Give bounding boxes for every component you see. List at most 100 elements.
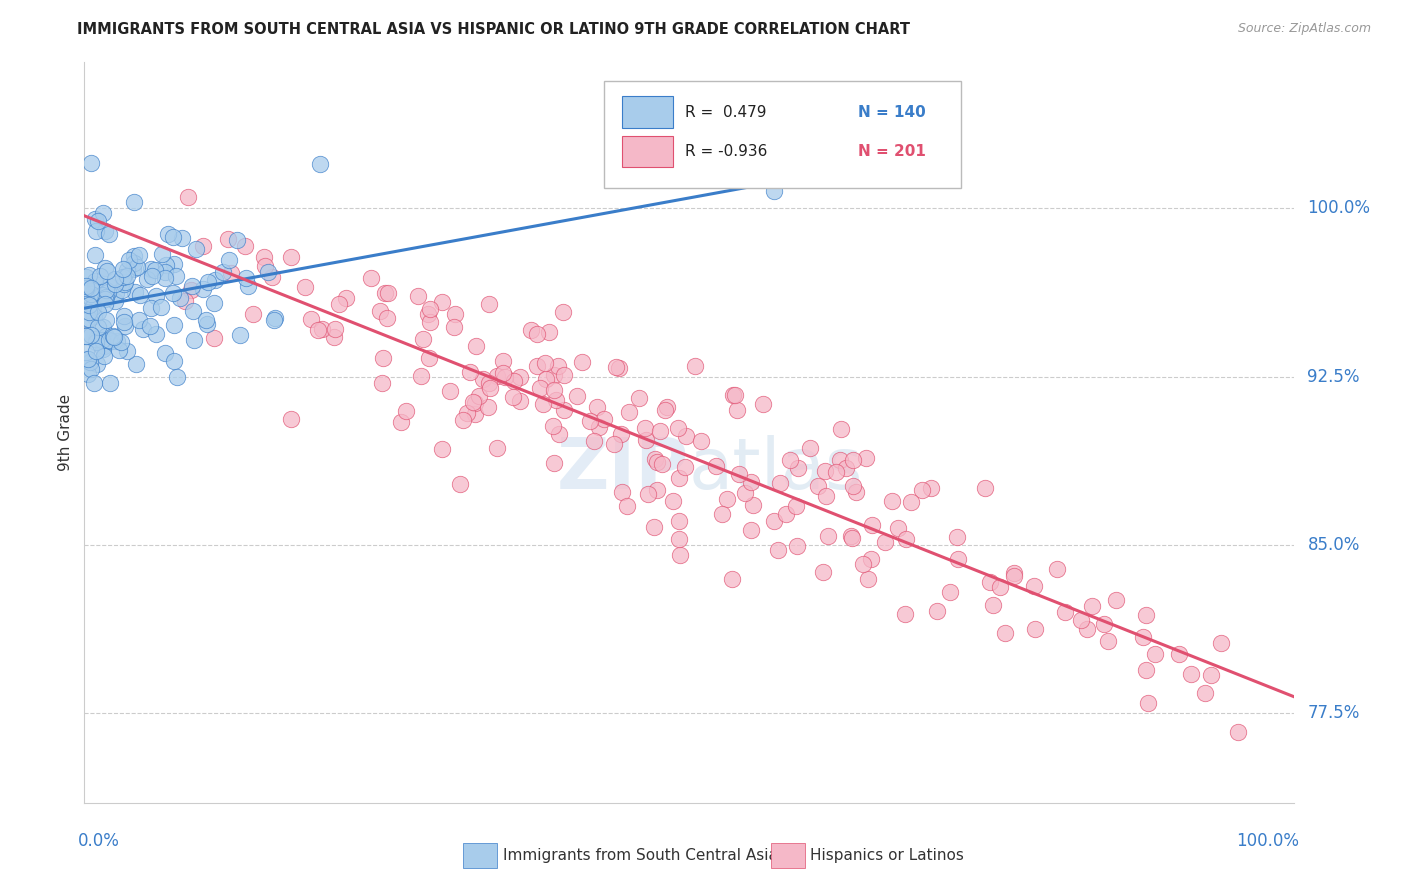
Point [1004, 566, 1026, 580]
Point [294, 280, 316, 294]
Point [93, 224, 115, 238]
Point [486, 441, 509, 455]
Point [637, 487, 659, 501]
Point [80, 291, 103, 305]
Point [610, 426, 633, 441]
Point [408, 289, 430, 303]
Point [114, 319, 136, 334]
Point [860, 518, 883, 533]
Point [1144, 647, 1167, 661]
Point [911, 483, 934, 498]
Point [645, 483, 668, 497]
Point [89, 269, 111, 284]
Point [86, 332, 108, 346]
Point [817, 529, 839, 543]
Point [360, 271, 382, 285]
Point [628, 392, 651, 406]
Point [91, 206, 114, 220]
Point [145, 289, 167, 303]
Point [409, 368, 432, 383]
Point [104, 293, 127, 308]
Point [98, 376, 121, 390]
Point [464, 396, 486, 410]
Point [546, 392, 568, 407]
Point [1076, 623, 1098, 637]
Point [104, 285, 127, 300]
Point [582, 434, 605, 449]
Point [1199, 667, 1222, 681]
Text: R =  0.479: R = 0.479 [685, 104, 766, 120]
Point [127, 260, 149, 274]
Point [734, 486, 756, 500]
Point [118, 252, 141, 267]
Text: Source: ZipAtlas.com: Source: ZipAtlas.com [1237, 22, 1371, 36]
Point [547, 359, 569, 373]
Point [1002, 569, 1025, 583]
Point [537, 325, 560, 339]
Point [108, 343, 131, 358]
Point [607, 360, 630, 375]
Point [145, 327, 167, 342]
Point [654, 402, 676, 417]
Point [375, 311, 398, 326]
Point [1194, 686, 1216, 700]
Text: N = 201: N = 201 [858, 144, 927, 159]
Point [93, 349, 115, 363]
Point [531, 397, 554, 411]
Point [153, 265, 176, 279]
Point [79, 355, 101, 369]
Point [900, 495, 922, 509]
Text: 100.0%: 100.0% [1308, 199, 1371, 218]
Point [882, 494, 904, 508]
Point [647, 455, 669, 469]
Point [226, 233, 249, 247]
Point [509, 370, 531, 384]
Point [533, 357, 555, 371]
Point [136, 272, 159, 286]
Point [87, 305, 110, 319]
Point [543, 368, 565, 383]
Point [855, 451, 877, 466]
Point [94, 284, 117, 298]
Point [112, 310, 135, 324]
Point [925, 604, 948, 618]
Point [1226, 725, 1249, 739]
Point [1136, 696, 1159, 710]
Point [122, 262, 145, 277]
Point [740, 475, 762, 490]
Point [90, 288, 112, 302]
Point [94, 329, 117, 343]
Point [75, 328, 97, 343]
Point [979, 575, 1001, 590]
Point [571, 355, 593, 369]
Point [117, 343, 139, 358]
Point [323, 330, 346, 344]
Point [766, 542, 789, 557]
Point [786, 540, 808, 554]
Point [593, 412, 616, 426]
Point [887, 521, 910, 535]
Point [93, 292, 115, 306]
Point [662, 493, 685, 508]
Point [128, 248, 150, 262]
Point [77, 298, 100, 312]
Point [217, 232, 239, 246]
Point [150, 247, 173, 261]
Point [1135, 607, 1157, 622]
Point [492, 353, 515, 368]
Point [727, 467, 749, 482]
FancyBboxPatch shape [463, 843, 496, 868]
Point [263, 313, 285, 327]
Point [945, 530, 967, 544]
Point [644, 451, 666, 466]
Point [97, 285, 120, 299]
Point [548, 427, 571, 442]
Point [309, 157, 332, 171]
Point [1105, 593, 1128, 607]
Point [648, 424, 671, 438]
Point [87, 213, 110, 227]
Point [253, 250, 276, 264]
Point [84, 344, 107, 359]
Point [202, 295, 225, 310]
Point [84, 277, 107, 291]
